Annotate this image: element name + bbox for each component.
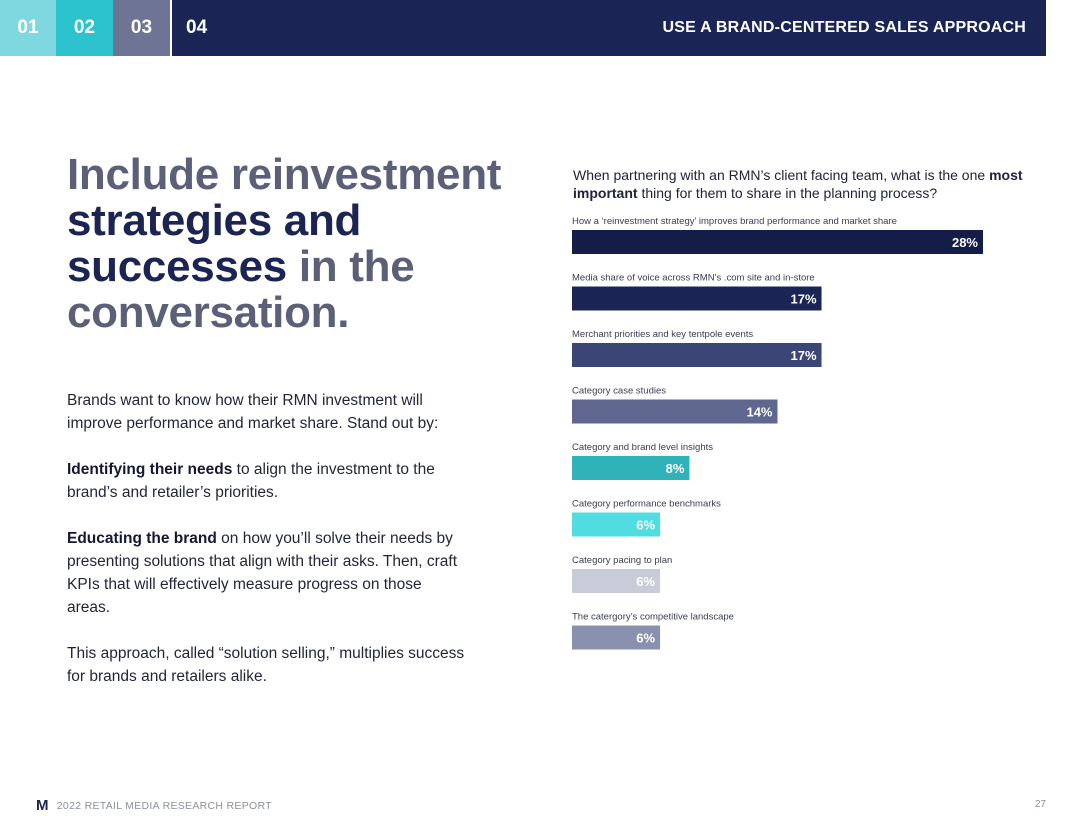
bar — [572, 399, 778, 424]
brand-logo: M — [36, 797, 49, 814]
question-post: thing for them to share in the planning … — [637, 185, 938, 201]
tab-03[interactable]: 03 — [113, 0, 170, 56]
tab-04[interactable]: 04 — [186, 17, 208, 38]
body-p3-bold: Educating the brand — [67, 530, 217, 547]
bar-category-label: The catergory’s competitive landscape — [572, 612, 734, 623]
footer-report: M 2022 RETAIL MEDIA RESEARCH REPORT — [36, 797, 272, 814]
bar-value-label: 28% — [952, 235, 978, 250]
body-paragraph-4: This approach, called “solution selling,… — [67, 645, 465, 685]
bar — [572, 512, 661, 537]
bar-category-label: Merchant priorities and key tentpole eve… — [572, 329, 753, 340]
page-headline: Include reinvestment strategies and succ… — [67, 152, 537, 336]
survey-question: When partnering with an RMN’s client fac… — [573, 166, 1023, 202]
top-navigation-bar: 01 02 03 04 USE A BRAND-CENTERED SALES A… — [0, 0, 1046, 56]
headline-part-3: in the conversation. — [67, 242, 415, 337]
body-paragraph-2: Identifying their needs to align the inv… — [67, 458, 467, 504]
bar-value-label: 6% — [636, 574, 655, 589]
section-title: USE A BRAND-CENTERED SALES APPROACH — [662, 19, 1026, 36]
bar-category-label: Category performance benchmarks — [572, 499, 721, 510]
footer-report-title: 2022 RETAIL MEDIA RESEARCH REPORT — [56, 799, 272, 812]
body-paragraph-1: Brands want to know how their RMN invest… — [67, 392, 439, 432]
bar-value-label: 17% — [791, 292, 817, 307]
tab-02-label: 02 — [73, 17, 96, 38]
bar-value-label: 17% — [791, 348, 817, 363]
tab-02[interactable]: 02 — [56, 0, 113, 56]
body-p3-rest: on how you’ll solve their needs by prese… — [67, 530, 458, 616]
bar-category-label: Category case studies — [572, 386, 666, 397]
question-bold: most important — [573, 167, 1023, 201]
bar — [572, 456, 690, 480]
bar-value-label: 14% — [746, 405, 772, 420]
headline-part-1: Include reinvestment — [67, 150, 502, 199]
tab-01[interactable]: 01 — [0, 0, 56, 56]
bar-value-label: 6% — [636, 631, 655, 646]
tab-01-label: 01 — [17, 17, 39, 38]
bar — [572, 569, 661, 593]
body-copy: Brands want to know how their RMN invest… — [67, 389, 467, 711]
bar-category-label: Category and brand level insights — [572, 442, 713, 453]
section-header: 04 USE A BRAND-CENTERED SALES APPROACH — [172, 0, 1046, 56]
page-number: 27 — [1034, 799, 1046, 810]
bar-category-label: Category pacing to plan — [572, 555, 672, 566]
bar — [572, 286, 822, 311]
bar-category-label: Media share of voice across RMN’s .com s… — [572, 273, 815, 284]
bar-category-label: How a ‘reinvestment strategy’ improves b… — [572, 216, 897, 227]
bar — [572, 625, 661, 650]
question-pre: When partnering with an RMN’s client fac… — [573, 167, 990, 183]
bar — [572, 230, 983, 254]
bar — [572, 343, 822, 367]
body-paragraph-3: Educating the brand on how you’ll solve … — [67, 527, 467, 619]
bar-value-label: 6% — [636, 518, 655, 533]
bar-chart-svg: How a ‘reinvestment strategy’ improves b… — [572, 216, 983, 650]
body-p2-bold: Identifying their needs — [67, 461, 233, 478]
body-p2-rest: to align the investment to the brand’s a… — [67, 461, 435, 501]
tab-03-label: 03 — [130, 17, 153, 38]
headline-part-2: strategies and successes — [67, 196, 362, 291]
bar-value-label: 8% — [666, 461, 685, 476]
bar-chart: How a ‘reinvestment strategy’ improves b… — [572, 210, 1002, 660]
